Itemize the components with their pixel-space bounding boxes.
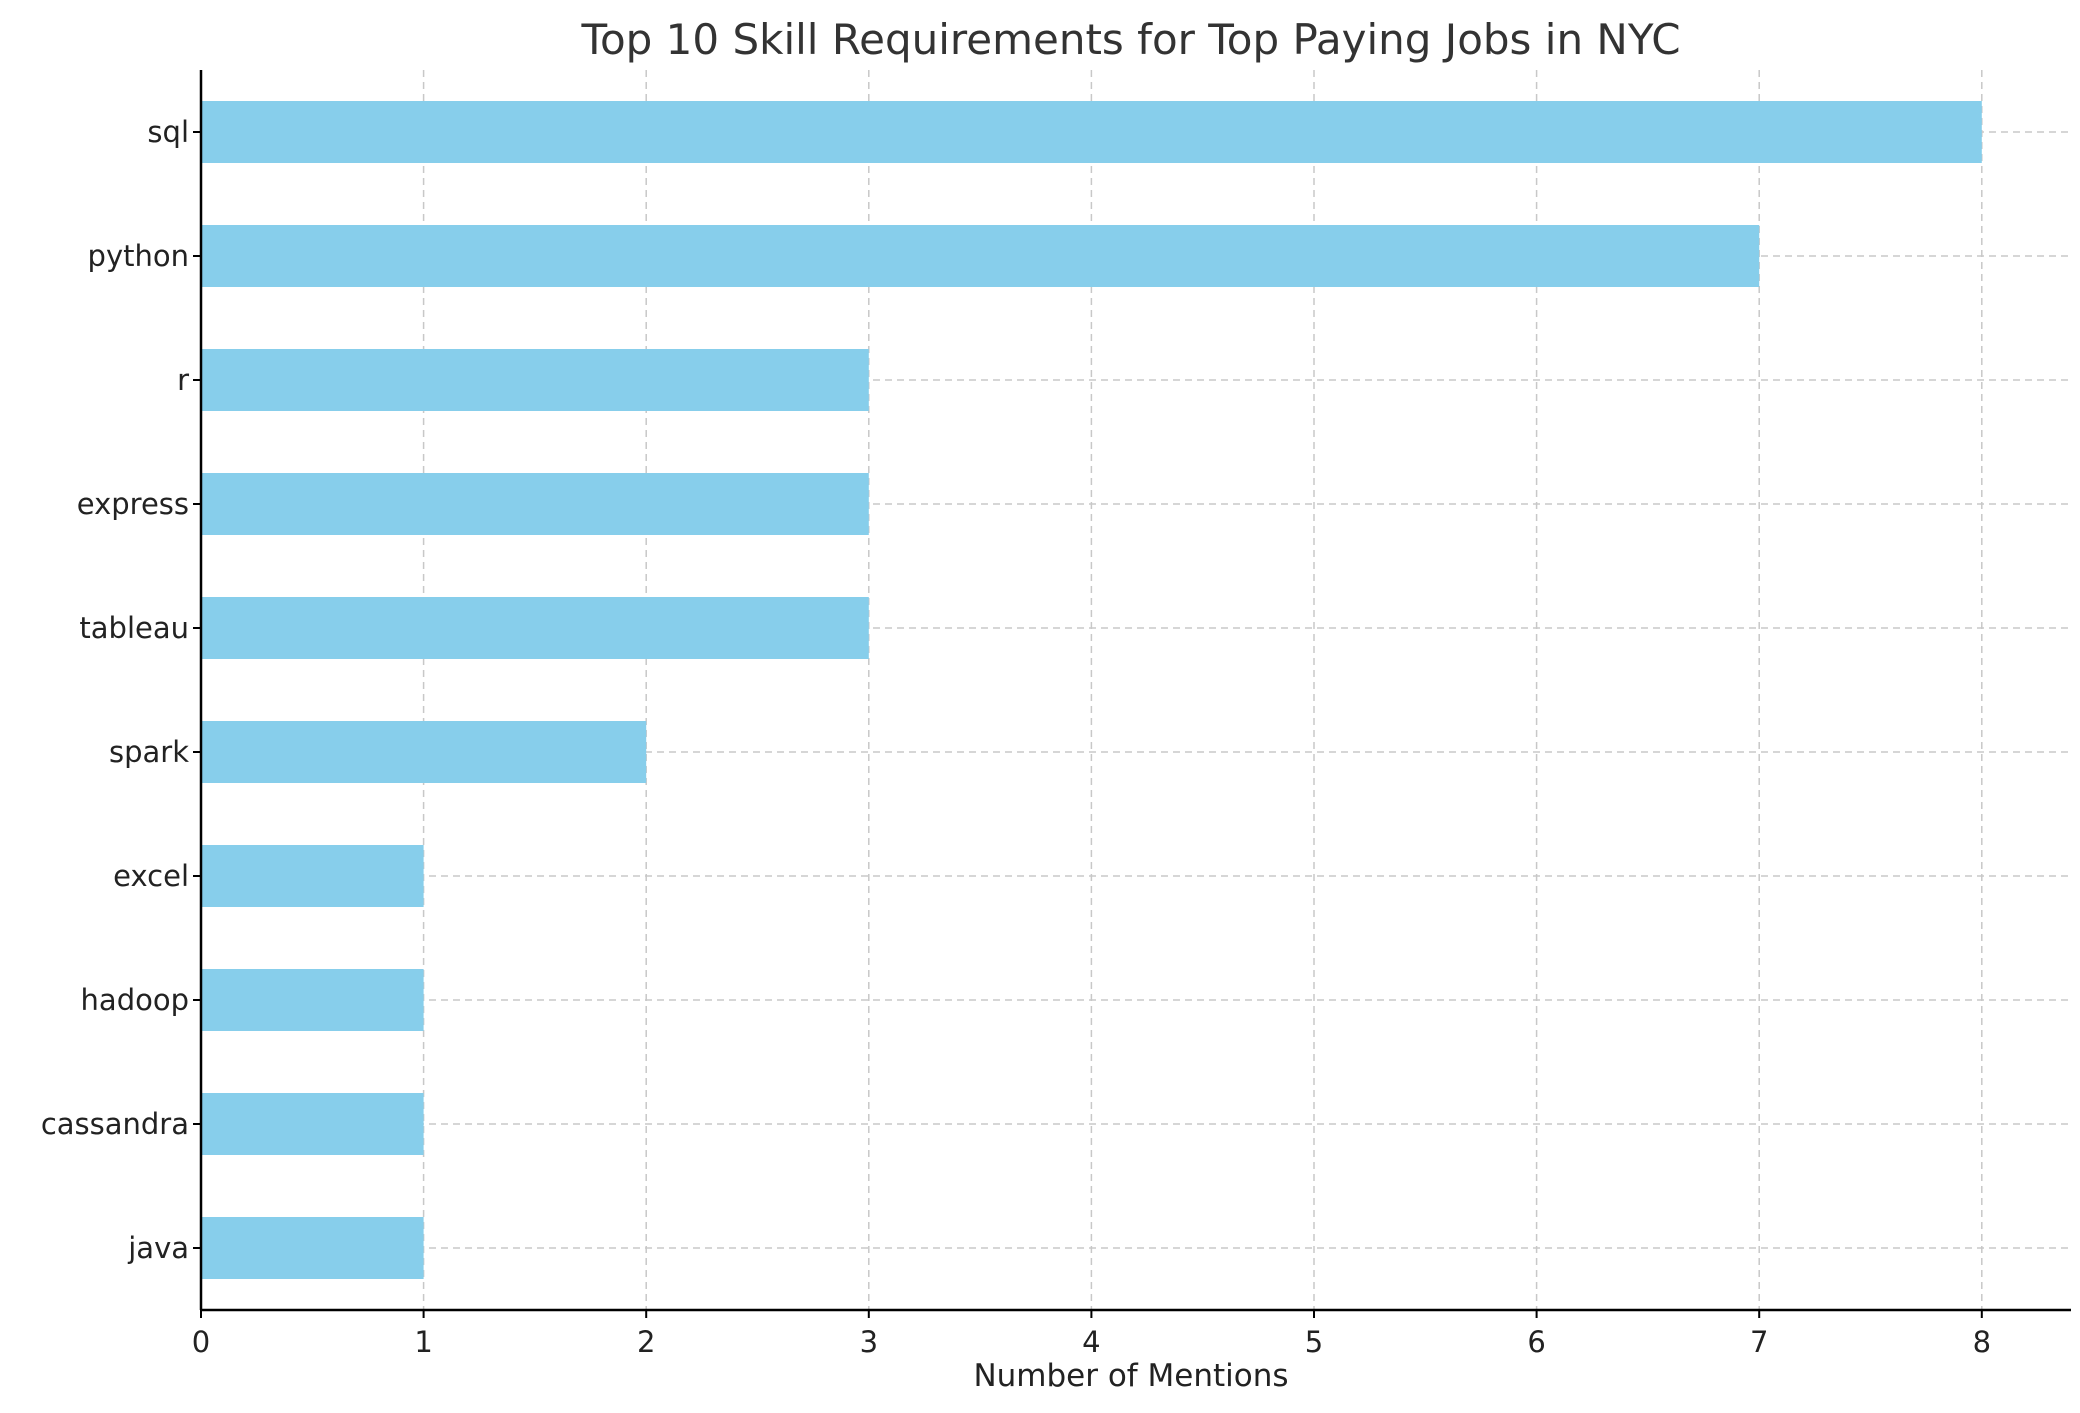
- bar-tableau: [201, 597, 869, 659]
- y-tick-label-hadoop: hadoop: [81, 983, 189, 1017]
- y-tick-label-spark: spark: [109, 735, 189, 769]
- y-tick-label-sql: sql: [147, 115, 189, 149]
- x-tick-labels: 0 1 2 3 4 5 6 7 8: [192, 1325, 1991, 1359]
- bar-cassandra: [201, 1093, 424, 1155]
- x-tick-label: 4: [1082, 1325, 1100, 1359]
- x-tick-label: 3: [860, 1325, 878, 1359]
- x-tick-label: 2: [637, 1325, 655, 1359]
- y-tick-label-r: r: [177, 363, 189, 397]
- y-tick-labels: sql python r express tableau spark excel hadoop…: [41, 115, 189, 1265]
- bar-express: [201, 473, 869, 535]
- chart-title: Top 10 Skill Requirements for Top Paying…: [580, 15, 1680, 64]
- x-tick-label: 7: [1750, 1325, 1768, 1359]
- y-tick-label-excel: excel: [113, 859, 189, 893]
- bar-python: [201, 225, 1760, 287]
- bar-excel: [201, 845, 424, 907]
- bar-sql: [201, 101, 1982, 163]
- x-tick-label: 1: [414, 1325, 432, 1359]
- bar-spark: [201, 721, 647, 783]
- bar-r: [201, 349, 869, 411]
- y-tick-label-python: python: [88, 239, 189, 273]
- y-tick-label-express: express: [77, 487, 189, 521]
- x-tick-label: 0: [192, 1325, 210, 1359]
- y-tick-label-tableau: tableau: [79, 611, 189, 645]
- bar-hadoop: [201, 969, 424, 1031]
- axes: [193, 70, 2071, 1318]
- bars: [201, 101, 1982, 1279]
- bar-java: [201, 1217, 424, 1279]
- x-axis-title: Number of Mentions: [973, 1358, 1288, 1394]
- x-tick-label: 8: [1973, 1325, 1991, 1359]
- y-tick-label-java: java: [127, 1231, 189, 1265]
- y-tick-label-cassandra: cassandra: [41, 1107, 189, 1141]
- x-tick-label: 5: [1305, 1325, 1323, 1359]
- x-tick-label: 6: [1527, 1325, 1545, 1359]
